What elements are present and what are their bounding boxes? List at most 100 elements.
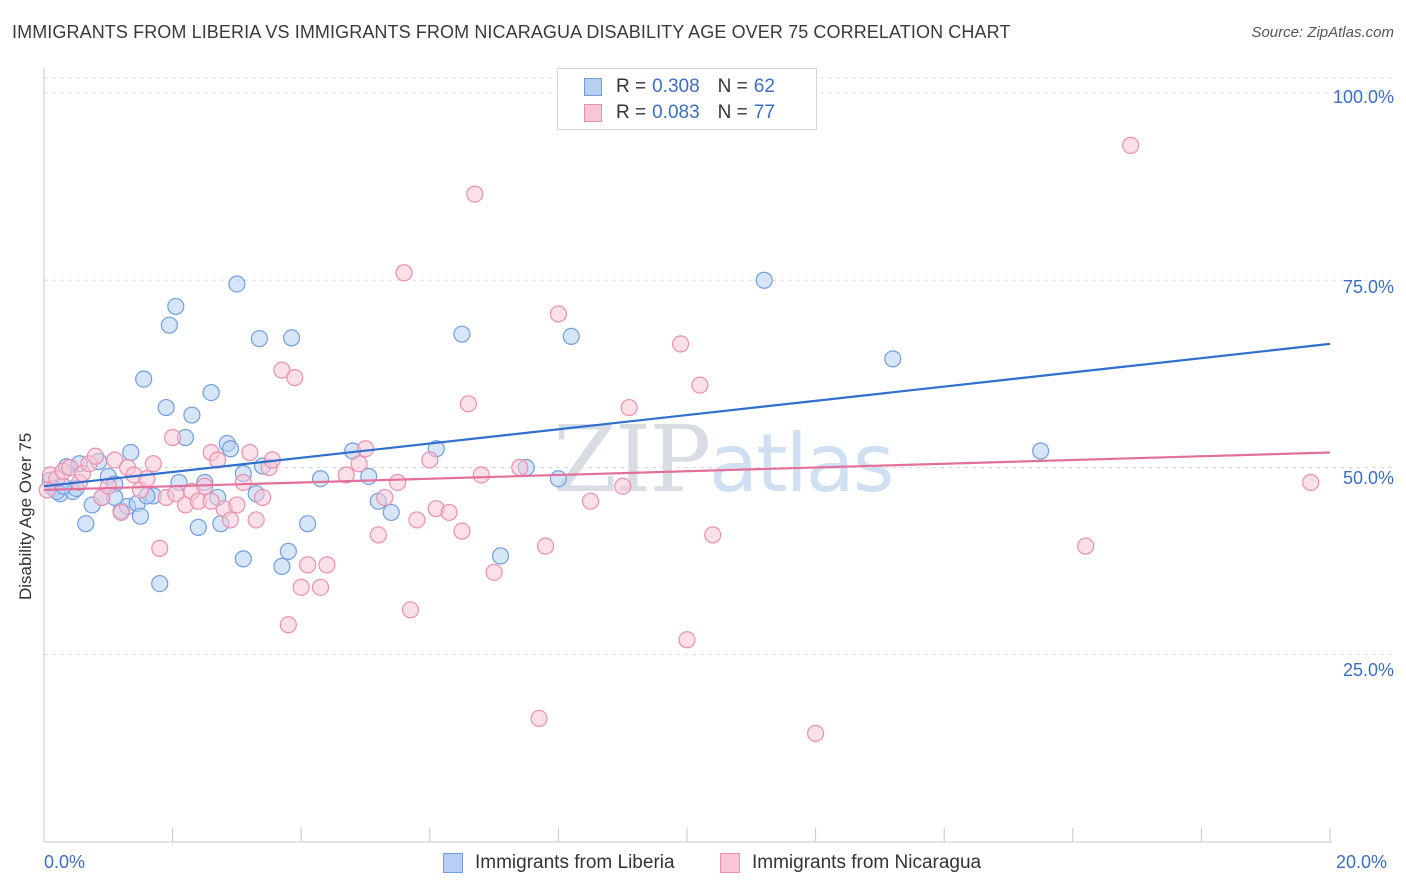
nicaragua-point-41 bbox=[299, 556, 317, 574]
nicaragua-n-value: 77 bbox=[753, 102, 775, 123]
nicaragua-point-43 bbox=[318, 556, 336, 574]
legend-item-liberia[interactable]: Immigrants from Liberia bbox=[443, 852, 675, 874]
liberia-trend-line bbox=[43, 342, 1331, 488]
nicaragua-point-30 bbox=[228, 496, 246, 514]
nicaragua-point-69 bbox=[691, 376, 709, 394]
nicaragua-point-74 bbox=[1122, 136, 1140, 155]
chart-title: IMMIGRANTS FROM LIBERIA VS IMMIGRANTS FR… bbox=[12, 22, 1011, 42]
liberia-point-26 bbox=[183, 406, 201, 424]
liberia-point-57 bbox=[1032, 442, 1050, 460]
nicaragua-point-62 bbox=[530, 709, 548, 728]
liberia-point-18 bbox=[135, 370, 153, 388]
liberia-point-41 bbox=[279, 542, 297, 560]
nicaragua-point-32 bbox=[241, 443, 259, 462]
nicaragua-swatch-icon bbox=[584, 104, 602, 122]
series-legend: Immigrants from Liberia Immigrants from … bbox=[0, 852, 1406, 878]
liberia-point-42 bbox=[282, 329, 301, 347]
legend-item-nicaragua[interactable]: Immigrants from Nicaragua bbox=[720, 852, 981, 874]
liberia-point-50 bbox=[453, 325, 471, 343]
liberia-point-35 bbox=[234, 550, 252, 568]
nicaragua-point-17 bbox=[144, 455, 162, 473]
nicaragua-point-47 bbox=[369, 526, 387, 544]
nicaragua-point-71 bbox=[704, 526, 722, 544]
y-tick-label-100: 100.0% bbox=[1332, 87, 1394, 107]
correlation-legend: R = 0.308 N = 62 R = 0.083 N = 77 bbox=[557, 68, 817, 130]
nicaragua-point-65 bbox=[581, 492, 600, 510]
liberia-point-56 bbox=[884, 350, 902, 368]
liberia-point-27 bbox=[189, 518, 207, 537]
x-tick-label-min: 0.0% bbox=[44, 852, 86, 872]
liberia-point-44 bbox=[311, 470, 330, 488]
liberia-point-23 bbox=[167, 297, 185, 316]
nicaragua-point-75 bbox=[1302, 473, 1320, 492]
nicaragua-point-11 bbox=[106, 451, 124, 469]
nicaragua-point-76 bbox=[202, 492, 220, 510]
liberia-n-label: N = bbox=[717, 76, 748, 97]
y-tick-label-75: 75.0% bbox=[1342, 277, 1394, 297]
liberia-point-54 bbox=[562, 327, 580, 346]
nicaragua-point-57 bbox=[459, 395, 477, 413]
liberia-point-15 bbox=[122, 443, 140, 462]
nicaragua-point-59 bbox=[472, 466, 490, 484]
legend-row-nicaragua: R = 0.083 N = 77 bbox=[584, 101, 775, 125]
liberia-point-22 bbox=[160, 316, 178, 334]
nicaragua-point-44 bbox=[337, 466, 355, 484]
nicaragua-point-34 bbox=[254, 488, 272, 507]
nicaragua-point-18 bbox=[151, 539, 169, 557]
nicaragua-point-48 bbox=[376, 488, 394, 507]
liberia-point-20 bbox=[151, 574, 169, 593]
nicaragua-legend-swatch-icon bbox=[720, 853, 740, 873]
nicaragua-point-8 bbox=[86, 447, 105, 465]
nicaragua-point-31 bbox=[234, 473, 252, 492]
nicaragua-point-53 bbox=[421, 451, 439, 469]
liberia-swatch-icon bbox=[584, 78, 602, 96]
nicaragua-point-40 bbox=[292, 578, 310, 596]
liberia-point-33 bbox=[221, 440, 240, 458]
liberia-r-value: 0.308 bbox=[652, 76, 700, 97]
liberia-point-40 bbox=[273, 557, 291, 575]
liberia-point-17 bbox=[131, 507, 150, 525]
liberia-legend-swatch-icon bbox=[443, 853, 463, 873]
watermark: ZIPatlas bbox=[553, 406, 895, 513]
nicaragua-point-66 bbox=[614, 477, 632, 495]
nicaragua-point-37 bbox=[273, 361, 291, 379]
nicaragua-point-72 bbox=[806, 724, 825, 742]
nicaragua-point-51 bbox=[401, 601, 420, 619]
y-tick-label-25: 25.0% bbox=[1342, 660, 1394, 680]
nicaragua-point-49 bbox=[389, 473, 407, 492]
liberia-n-value: 62 bbox=[753, 76, 775, 97]
nicaragua-point-38 bbox=[279, 616, 297, 634]
nicaragua-r-value: 0.083 bbox=[652, 102, 700, 123]
y-tick-label-50: 50.0% bbox=[1342, 468, 1394, 488]
nicaragua-point-39 bbox=[286, 369, 304, 387]
nicaragua-point-50 bbox=[395, 264, 413, 282]
nicaragua-point-68 bbox=[671, 335, 690, 353]
watermark-atlas: atlas bbox=[709, 417, 894, 510]
liberia-point-7 bbox=[77, 515, 95, 533]
y-axis-title: Disability Age Over 75 bbox=[16, 432, 35, 600]
nicaragua-point-29 bbox=[221, 511, 240, 529]
watermark-zip: ZIP bbox=[553, 406, 711, 513]
legend-row-liberia: R = 0.308 N = 62 bbox=[584, 75, 775, 99]
nicaragua-point-55 bbox=[440, 503, 458, 522]
nicaragua-point-70 bbox=[678, 631, 696, 649]
nicaragua-r-label: R = bbox=[616, 102, 647, 123]
liberia-point-38 bbox=[250, 330, 269, 348]
liberia-point-53 bbox=[549, 470, 568, 488]
legend-label-nicaragua: Immigrants from Nicaragua bbox=[752, 852, 982, 873]
nicaragua-point-42 bbox=[311, 578, 330, 596]
liberia-point-29 bbox=[202, 383, 220, 402]
liberia-r-label: R = bbox=[616, 76, 647, 97]
legend-label-liberia: Immigrants from Liberia bbox=[475, 852, 675, 873]
nicaragua-trend-line bbox=[43, 451, 1331, 492]
nicaragua-point-61 bbox=[511, 458, 529, 477]
nicaragua-point-64 bbox=[549, 305, 568, 323]
nicaragua-point-60 bbox=[485, 563, 503, 581]
liberia-point-51 bbox=[491, 547, 510, 565]
liberia-point-34 bbox=[228, 275, 246, 293]
chart-source: Source: ZipAtlas.com bbox=[1251, 24, 1394, 41]
nicaragua-point-33 bbox=[247, 511, 265, 529]
nicaragua-point-73 bbox=[1077, 537, 1095, 555]
liberia-point-55 bbox=[755, 271, 773, 289]
